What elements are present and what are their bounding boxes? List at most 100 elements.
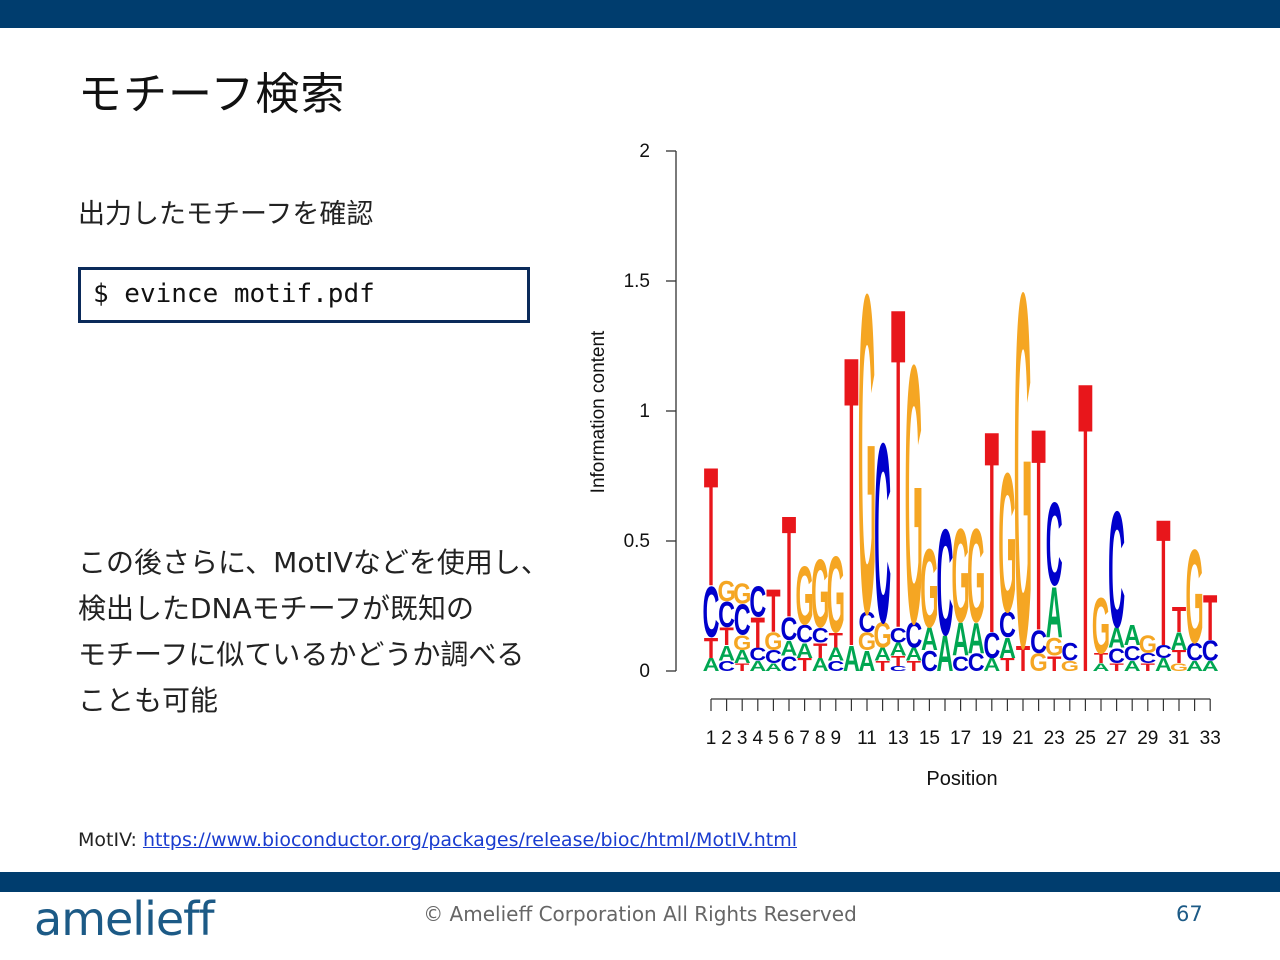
logo-letter-g: G xyxy=(998,431,1016,653)
logo-letter-t: T xyxy=(891,212,905,725)
slide-title: モチーフ検索 xyxy=(78,69,346,120)
logo-letter-t: T xyxy=(1094,651,1108,667)
logo-letter-g: G xyxy=(1170,661,1188,673)
sequence-logo-chart: 00.511.52 1 2 3 4 5 6 7 8 9 11 13 15 17 19 21 23 25 27 29 3… xyxy=(588,141,1221,790)
logo-letter-a: A xyxy=(1093,661,1110,673)
logo-letter-t: T xyxy=(1078,297,1092,760)
x-tick-label: 4 xyxy=(753,728,764,749)
x-tick-label: 6 xyxy=(784,728,795,749)
logo-letter-a: A xyxy=(999,632,1016,665)
logo-letter-g: G xyxy=(1139,631,1157,659)
logo-letter-a: A xyxy=(905,645,922,665)
logo-letter-a: A xyxy=(812,655,829,675)
logo-letter-t: T xyxy=(813,639,828,663)
logo-letter-c: C xyxy=(859,606,876,639)
logo-letter-t: T xyxy=(829,628,844,652)
logo-letter-g: G xyxy=(764,628,782,656)
logo-letter-t: T xyxy=(1203,583,1217,655)
logo-letter-t: T xyxy=(875,658,889,674)
logo-letter-c: C xyxy=(749,578,766,627)
x-tick-label: 29 xyxy=(1137,728,1158,749)
logo-letter-t: T xyxy=(1047,652,1062,676)
logo-letter-c: C xyxy=(1186,639,1203,667)
logo-letter-g: G xyxy=(967,502,985,651)
y-axis: 0 0.5 1 1.5 2 xyxy=(624,141,677,682)
paragraph-line: 検出したDNAモチーフが既知の xyxy=(78,592,474,625)
logo-letter-g: G xyxy=(874,616,892,656)
logo-letter-c: C xyxy=(1046,478,1063,611)
logo-letter-c: C xyxy=(1155,642,1172,662)
logo-letter-t: T xyxy=(907,658,921,674)
logo-letter-c: C xyxy=(952,652,969,676)
logo-letter-t: T xyxy=(719,623,733,651)
logo-letter-a: A xyxy=(781,636,798,660)
paragraph-line: ことも可能 xyxy=(78,684,219,717)
logo-letter-c: C xyxy=(905,616,922,656)
logo-letter-g: G xyxy=(796,549,814,642)
logo-letter-t: T xyxy=(1031,369,1045,692)
logo-letter-t: T xyxy=(1016,639,1031,679)
command-text: $ evince motif.pdf xyxy=(93,279,375,309)
logo-letter-t: T xyxy=(1156,482,1170,684)
logo-letter-g: G xyxy=(1092,582,1110,670)
x-tick-label: 13 xyxy=(888,728,909,749)
logo-letter-a: A xyxy=(874,645,891,665)
x-tick-label: 2 xyxy=(721,728,732,749)
y-tick-label: 1.5 xyxy=(624,271,650,292)
y-tick-label: 0 xyxy=(639,661,650,682)
logo-letter-g: G xyxy=(858,628,876,656)
page-number: 67 xyxy=(1176,902,1203,926)
logo-letter-t: T xyxy=(766,576,780,645)
reference-link[interactable]: https://www.bioconductor.org/packages/re… xyxy=(142,829,797,851)
logo-letter-a: A xyxy=(1108,621,1125,654)
x-tick-label: 15 xyxy=(919,728,940,749)
logo-letter-c: C xyxy=(1061,639,1078,667)
command-box: $ evince motif.pdf xyxy=(78,267,530,323)
bottom-bar xyxy=(0,872,1280,892)
logo-letter-g: G xyxy=(905,290,923,701)
logo-letter-c: C xyxy=(874,389,891,676)
logo-letter-c: C xyxy=(1108,478,1125,663)
logo-letter-c: C xyxy=(812,623,829,647)
logo-letter-a: A xyxy=(827,645,844,665)
logo-letter-g: G xyxy=(1030,649,1048,677)
logo-letter-a: A xyxy=(1155,655,1172,675)
x-tick-label: 17 xyxy=(950,728,971,749)
logo-letter-a: A xyxy=(734,648,751,668)
logo-letter-t: T xyxy=(797,655,812,675)
logo-letter-a: A xyxy=(703,655,720,675)
x-tick-label: 5 xyxy=(768,728,779,749)
logo-letter-a: A xyxy=(796,639,813,663)
logo-letter-g: G xyxy=(1045,634,1063,662)
logo-letter-a: A xyxy=(843,639,860,679)
slide-subtitle: 出力したモチーフを確認 xyxy=(78,199,374,230)
logo-letter-c: C xyxy=(796,621,813,649)
x-axis-label: Position xyxy=(926,768,997,790)
logo-letter-a: A xyxy=(718,641,735,665)
logo-letter-t: T xyxy=(1109,661,1123,673)
logo-letter-a: A xyxy=(765,661,782,673)
logo-letter-g: G xyxy=(733,631,751,655)
logo-letter-t: T xyxy=(751,609,765,658)
logo-letter-t: T xyxy=(1000,655,1015,675)
x-tick-label: 9 xyxy=(831,728,842,749)
logo-letter-g: G xyxy=(1014,187,1032,752)
description-paragraph: この後さらに、MotIVなどを使用し、 検出したDNAモチーフが既知の モチーフ… xyxy=(78,540,618,724)
logo-letter-t: T xyxy=(1172,600,1187,640)
logo-letter-c: C xyxy=(718,658,735,674)
logo-letter-c: C xyxy=(937,498,954,667)
logo-letter-c: C xyxy=(890,664,908,672)
x-tick-label: 21 xyxy=(1012,728,1033,749)
logo-letter-g: G xyxy=(718,574,736,607)
x-tick-label: 11 xyxy=(857,728,877,749)
x-tick-label: 8 xyxy=(815,728,826,749)
x-tick-label: 7 xyxy=(799,728,810,749)
x-tick-label: 1 xyxy=(706,728,717,749)
logo-letter-c: C xyxy=(1030,623,1047,660)
logo-letter-a: A xyxy=(921,620,938,657)
logo-letter-a: A xyxy=(859,645,876,678)
logo-letter-t: T xyxy=(735,661,749,673)
top-bar xyxy=(0,0,1280,28)
logo-letter-t: T xyxy=(1172,648,1187,668)
logo-letter-c: C xyxy=(1108,644,1125,668)
